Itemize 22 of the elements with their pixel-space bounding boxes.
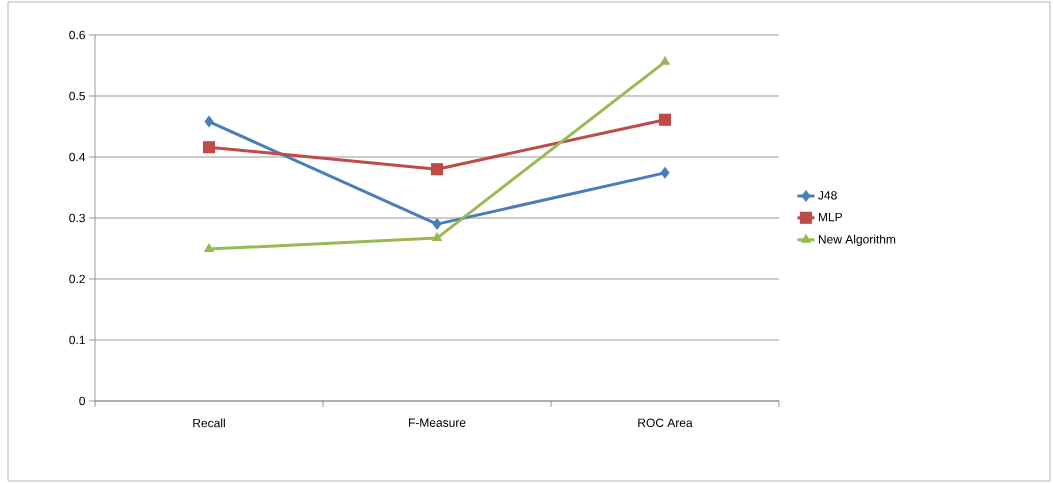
y-tick-label: 0.1 [69,335,85,345]
point [432,218,442,231]
point [659,55,671,65]
x-tick-label: F-Measure [408,418,466,427]
legend-label: MLP [818,212,842,222]
legend-label: J48 [818,191,837,200]
point [430,163,444,176]
y-tick-label: 0.6 [69,30,85,40]
point [202,141,216,154]
y-tick-label: 0.5 [69,91,85,101]
point [658,113,672,126]
x-tick-label: ROC Area [638,418,693,428]
point [431,232,443,242]
point [660,166,670,179]
x-tick-label: Recall [193,418,225,428]
y-tick-label: 0.2 [69,274,85,284]
legend-label: New Algorithm [818,234,896,246]
y-tick-label: 0.3 [69,213,85,223]
point [203,243,215,253]
y-tick-label: 0 [79,396,86,406]
point [204,115,214,128]
y-tick-label: 0.4 [69,152,86,162]
